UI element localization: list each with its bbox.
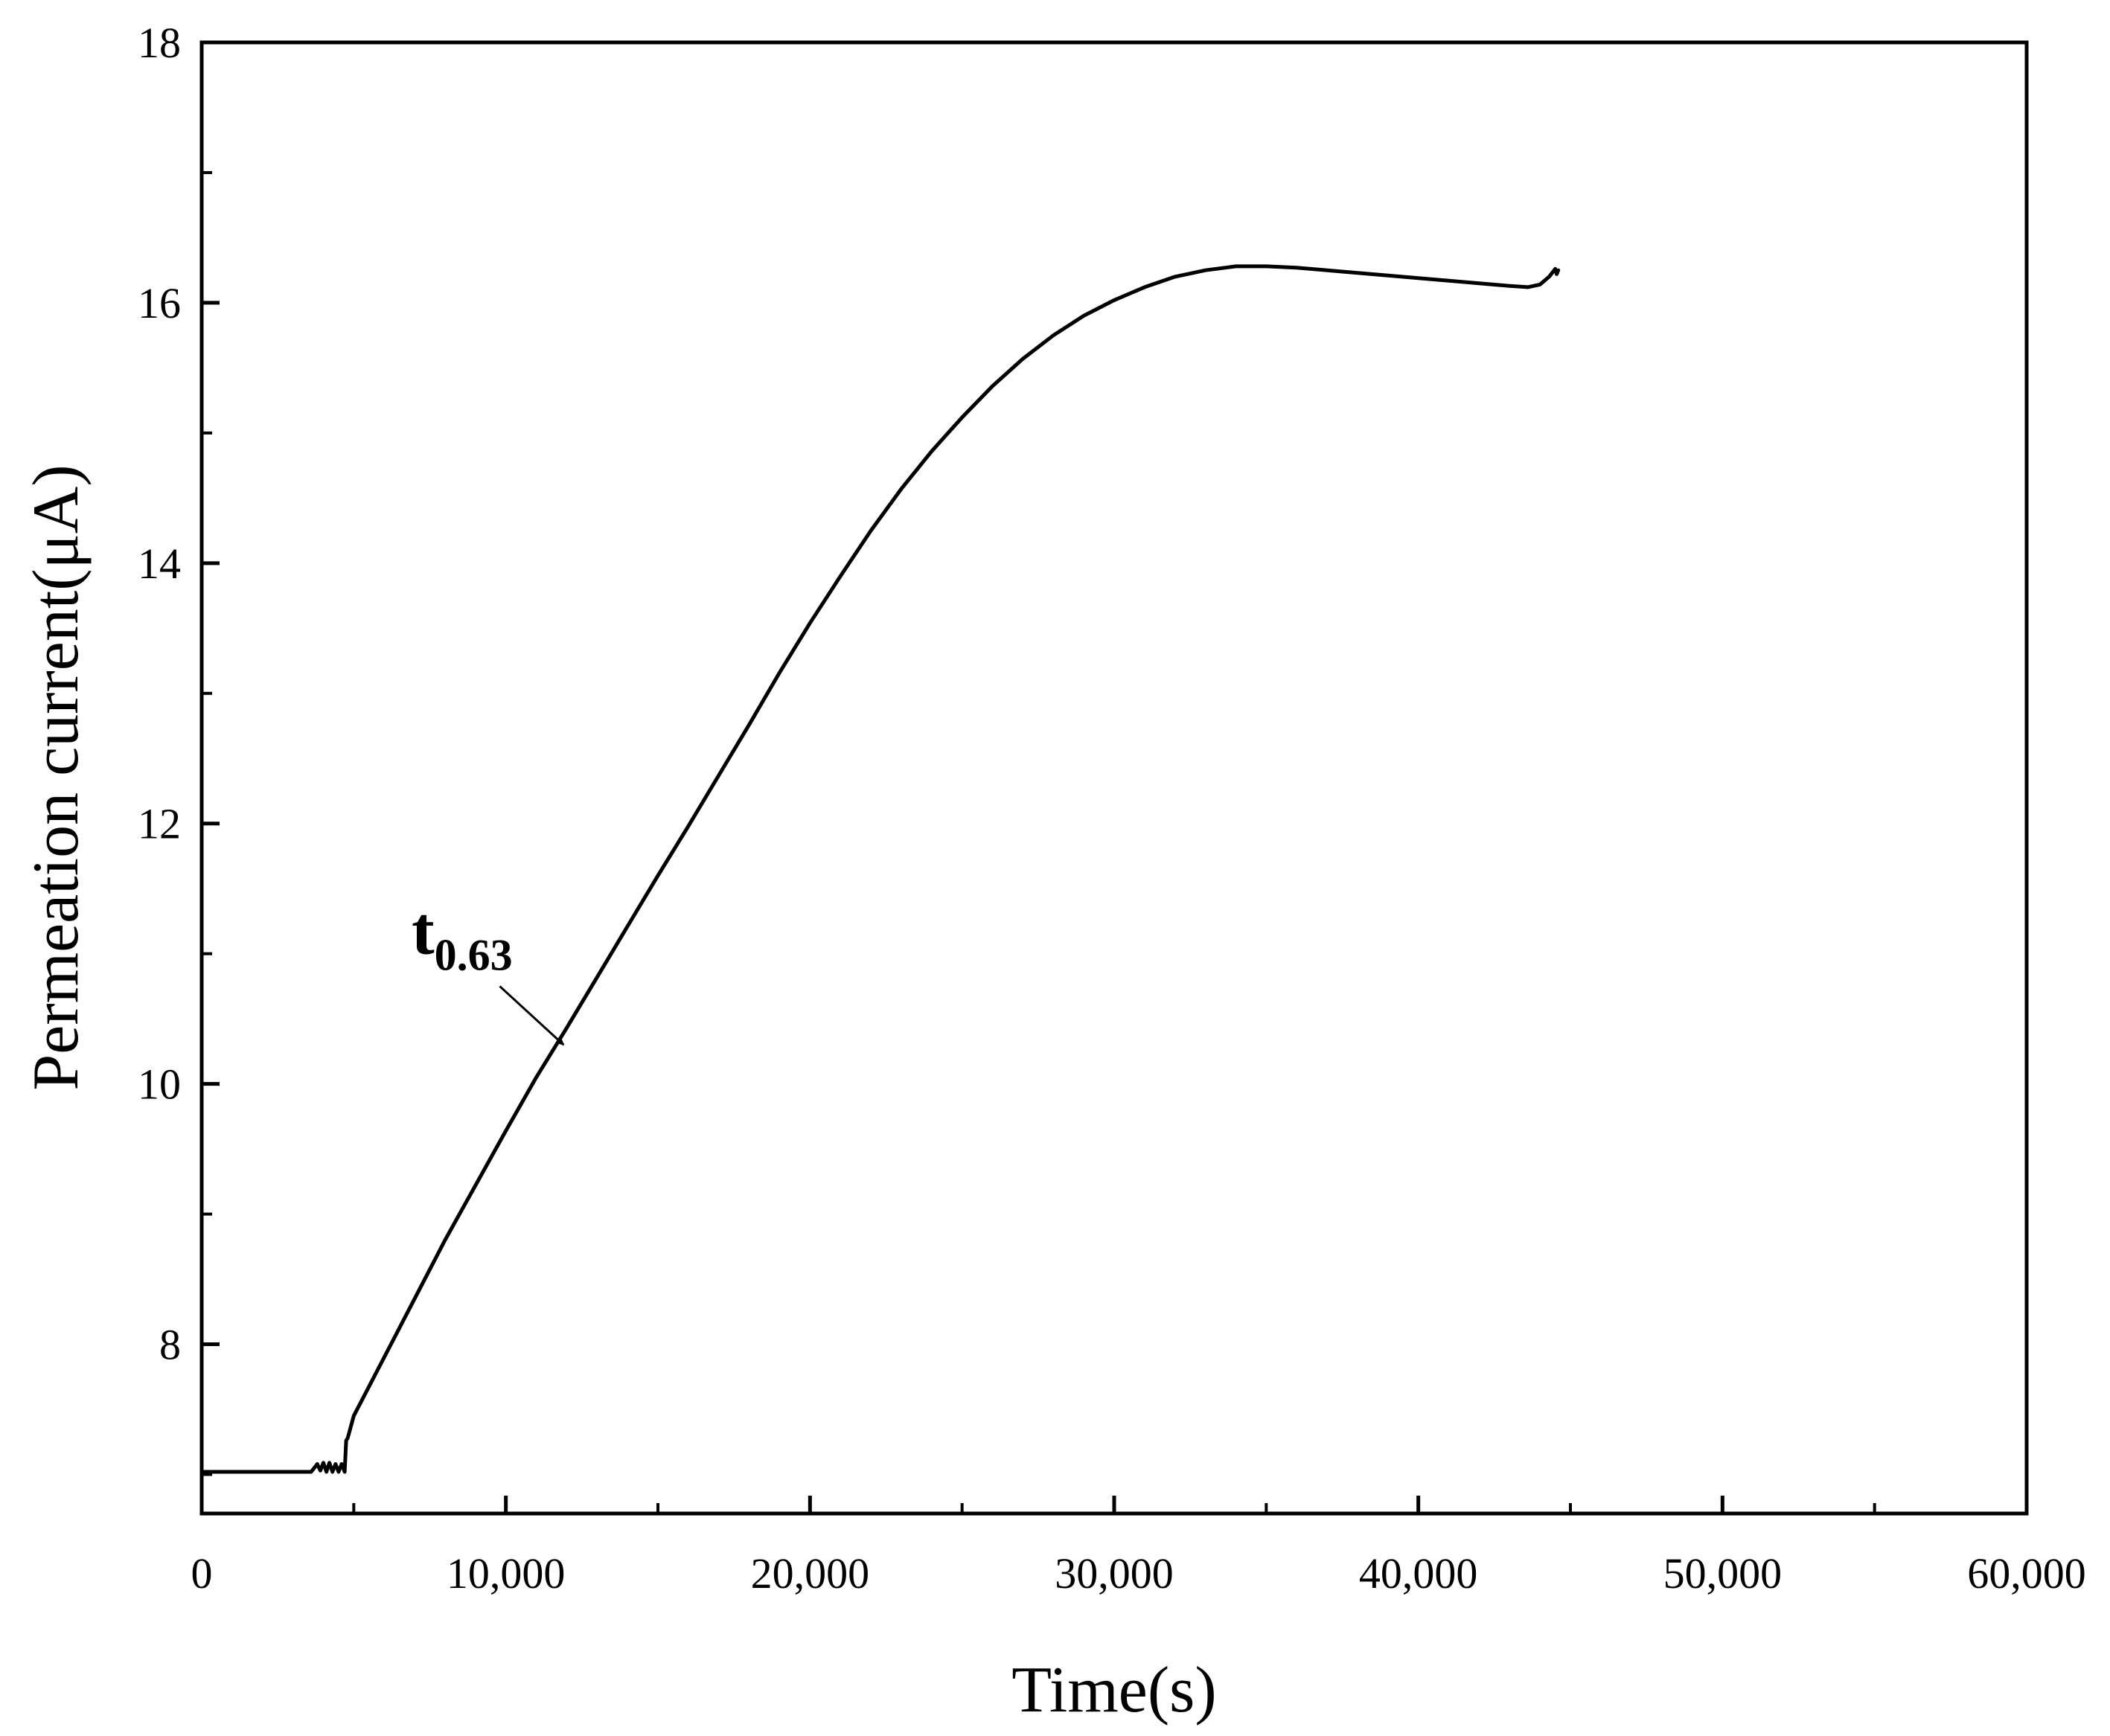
annotation-arrow: [499, 985, 565, 1046]
annotation-layer: t0.63: [412, 893, 565, 1046]
x-tick-label: 0: [191, 1549, 213, 1598]
y-tick-label: 14: [138, 539, 181, 588]
ticks-layer: 0 10,000 20,000 30,000 40,000 50,000 60,000 8 10…: [138, 19, 2086, 1598]
y-axis-title: Permeation current(μA): [20, 464, 92, 1090]
y-tick-label: 8: [159, 1321, 181, 1369]
plot-frame: [199, 40, 2029, 1516]
x-tick-label: 50,000: [1663, 1549, 1783, 1598]
annotation-label: t0.63: [412, 893, 513, 980]
annotation-main-text: t: [412, 893, 435, 969]
x-tick-label: 20,000: [751, 1549, 870, 1598]
series-line-0: [199, 264, 1561, 1474]
x-tick-label: 30,000: [1055, 1549, 1174, 1598]
annotation-subscript: 0.63: [435, 931, 513, 980]
x-tick-label: 60,000: [1967, 1549, 2086, 1598]
y-tick-label: 12: [138, 800, 181, 848]
x-tick-label: 10,000: [447, 1549, 566, 1598]
x-axis-title: Time(s): [1011, 1654, 1216, 1726]
x-tick-label: 40,000: [1359, 1549, 1478, 1598]
y-tick-label: 16: [138, 279, 181, 327]
series-layer: [199, 264, 1561, 1474]
y-tick-label: 18: [138, 19, 181, 67]
y-tick-label: 10: [138, 1060, 181, 1109]
